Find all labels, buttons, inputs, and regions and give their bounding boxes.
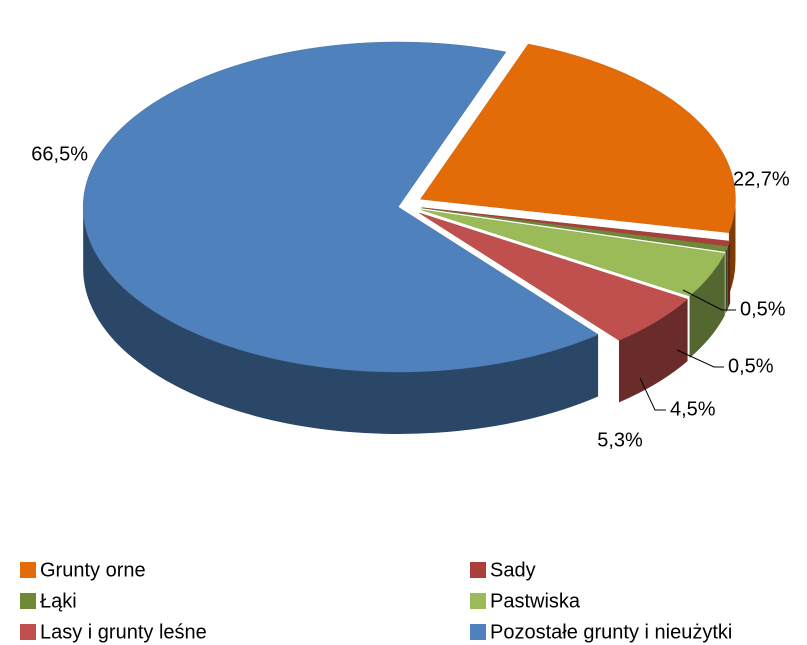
pie-slice-side <box>725 246 728 314</box>
legend-swatch <box>470 562 486 578</box>
pie-slice <box>420 43 736 233</box>
legend-swatch <box>20 624 36 640</box>
legend-label: Łąki <box>40 590 77 612</box>
pie-slice <box>82 41 599 373</box>
data-label: 0,5% <box>740 298 786 320</box>
leader-line <box>676 349 724 368</box>
legend-swatch <box>470 593 486 609</box>
pie-slice-side <box>689 253 725 359</box>
pie-slice <box>418 212 689 341</box>
legend-label: Pozostałe grunty i nieużytki <box>490 621 732 643</box>
data-label: 66,5% <box>31 143 88 165</box>
pie-sides <box>83 199 736 435</box>
legend-label: Lasy i grunty leśne <box>40 621 207 643</box>
data-label: 22,7% <box>733 168 790 190</box>
pie-slice <box>421 207 729 252</box>
pie-slice-side <box>83 207 599 435</box>
pie-slice <box>421 207 731 247</box>
pie-slice-side <box>728 199 736 295</box>
legend-swatch <box>20 562 36 578</box>
legend-swatch <box>20 593 36 609</box>
data-label: 0,5% <box>728 355 774 377</box>
pie-slice <box>420 209 726 297</box>
leader-line <box>682 289 736 311</box>
leader-line <box>639 377 666 411</box>
legend-swatch <box>470 624 486 640</box>
pie-slice-side <box>727 241 731 309</box>
legend-label: Sady <box>490 559 536 581</box>
pie-tops <box>82 41 736 373</box>
legend-label: Grunty orne <box>40 559 146 581</box>
data-label: 5,3% <box>597 429 643 451</box>
legend-label: Pastwiska <box>490 590 581 612</box>
pie-slice-side <box>618 299 688 403</box>
data-label: 4,5% <box>670 398 716 420</box>
